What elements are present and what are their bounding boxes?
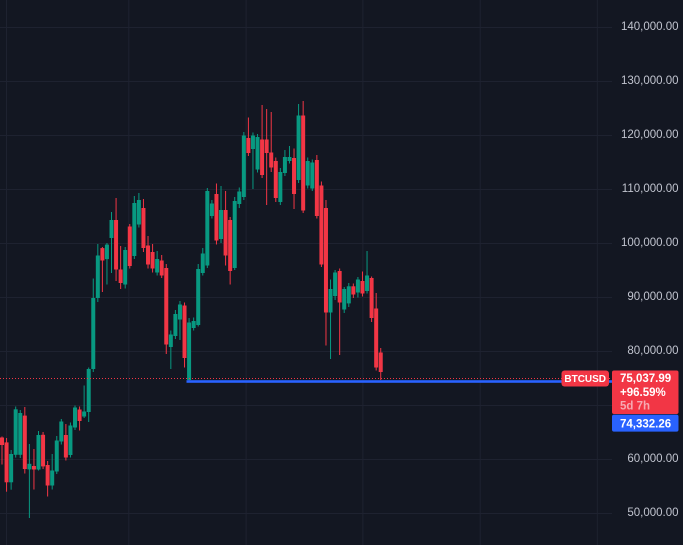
svg-text:50,000.00: 50,000.00	[627, 507, 678, 519]
svg-text:120,000.00: 120,000.00	[621, 129, 679, 141]
svg-text:BTCUSD: BTCUSD	[564, 374, 606, 385]
svg-text:75,037.99: 75,037.99	[620, 373, 671, 385]
svg-text:130,000.00: 130,000.00	[621, 75, 679, 87]
svg-text:100,000.00: 100,000.00	[621, 237, 679, 249]
svg-text:+96.59%: +96.59%	[620, 387, 666, 399]
svg-text:140,000.00: 140,000.00	[621, 21, 679, 33]
svg-text:74,332.26: 74,332.26	[620, 418, 671, 430]
svg-text:5d 7h: 5d 7h	[620, 400, 650, 412]
svg-text:80,000.00: 80,000.00	[627, 345, 678, 357]
svg-text:60,000.00: 60,000.00	[627, 453, 678, 465]
svg-text:110,000.00: 110,000.00	[622, 183, 679, 195]
svg-text:90,000.00: 90,000.00	[627, 291, 678, 303]
